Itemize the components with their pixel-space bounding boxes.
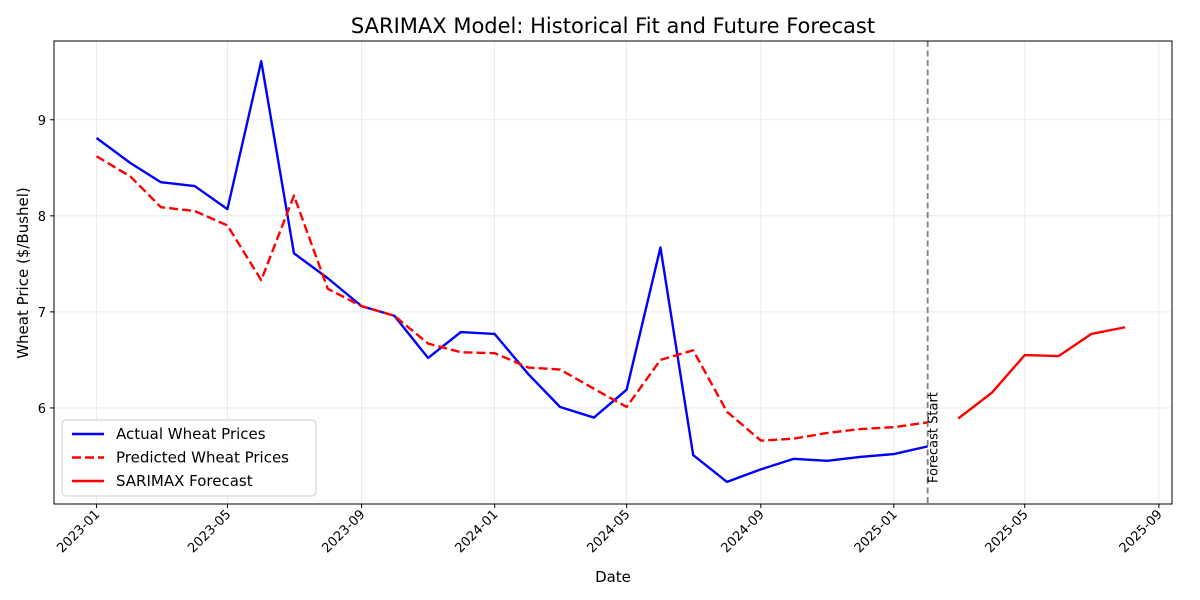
series-predicted-wheat-prices bbox=[95, 155, 928, 442]
legend: Actual Wheat Prices Predicted Wheat Price… bbox=[61, 419, 317, 497]
series-actual-wheat-prices bbox=[95, 59, 928, 484]
legend-label: SARIMAX Forecast bbox=[116, 472, 253, 490]
plot-area-frame bbox=[53, 40, 1173, 505]
series-line-predicted-wheat-prices bbox=[95, 155, 928, 442]
annotation-layer: Forecast Start bbox=[927, 41, 942, 504]
y-tick-label: 8 bbox=[38, 210, 46, 225]
y-tick-label: 9 bbox=[38, 114, 46, 129]
y-axis-title: Wheat Price ($/Bushel) bbox=[14, 187, 32, 359]
grid bbox=[54, 41, 1172, 504]
chart-title: SARIMAX Model: Historical Fit and Future… bbox=[351, 14, 875, 38]
series-line-sarimax-forecast bbox=[957, 326, 1126, 420]
series-sarimax-forecast bbox=[957, 326, 1126, 420]
series-line-actual-wheat-prices bbox=[95, 59, 928, 484]
forecast-start-label: Forecast Start bbox=[927, 392, 942, 483]
y-tick-label: 7 bbox=[38, 306, 46, 321]
y-tick-label: 6 bbox=[38, 402, 46, 417]
legend-label: Predicted Wheat Prices bbox=[116, 449, 289, 467]
legend-label: Actual Wheat Prices bbox=[116, 425, 266, 443]
x-axis-title: Date bbox=[595, 568, 631, 586]
legend-box bbox=[61, 419, 317, 497]
series-layer bbox=[95, 59, 1126, 484]
